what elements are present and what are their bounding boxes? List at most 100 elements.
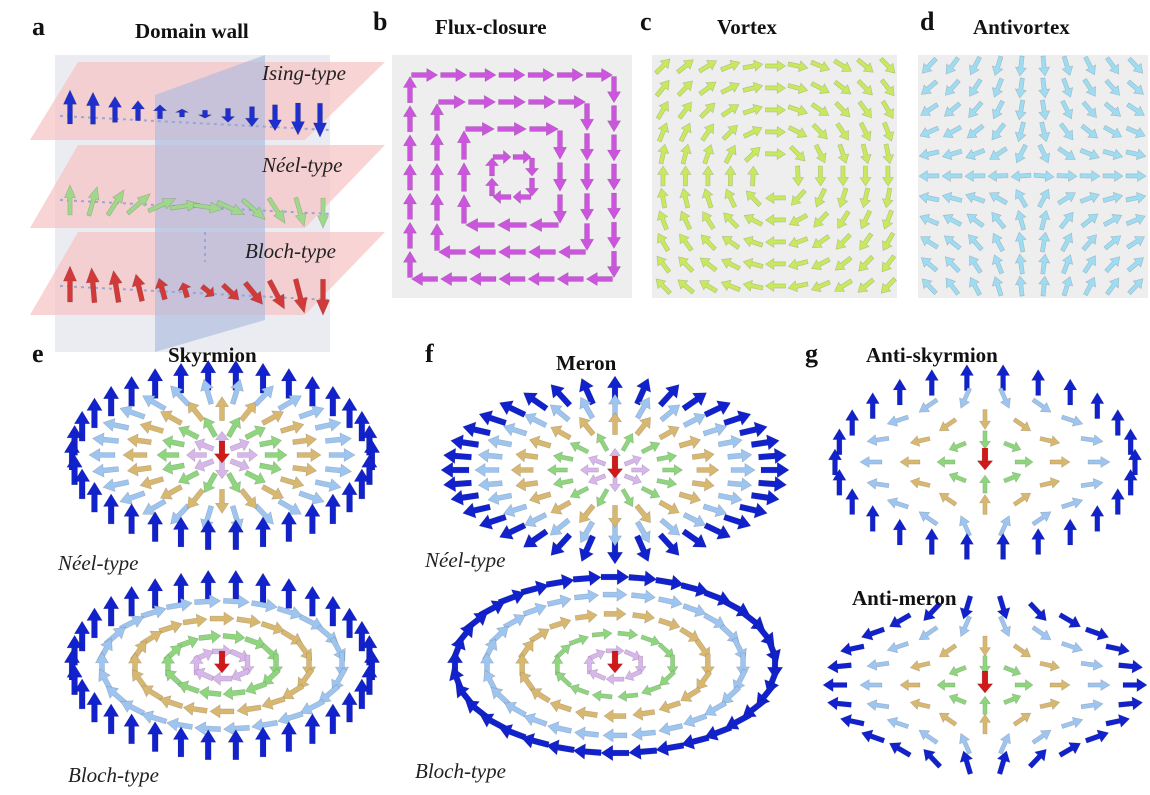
antivortex-spin-arrow [1104,56,1120,75]
antivortex-spin-arrow [944,78,961,96]
anti-meron-arrow [1084,626,1110,641]
vortex-spin-arrow [764,257,786,271]
antivortex-spin-arrow [1125,213,1146,227]
anti-meron-arrow [839,713,865,728]
vortex-spin-arrow [699,257,718,273]
skyrmion-bloch-arrow [158,620,183,634]
vortex-spin-arrow [743,146,761,163]
flux-closure-arrow [557,244,586,260]
antivortex-spin-arrow [918,148,940,161]
skyrmion-bloch-arrow [280,577,298,609]
meron-neel-arrow [588,473,607,486]
anti-meron-arrow [1039,659,1061,672]
anti-skyrmion-arrow [918,397,939,413]
skyrmion-bloch-arrow [199,569,217,601]
meron-neel-arrow [620,487,634,508]
vortex-spin-arrow [701,187,714,209]
panel-label-b: b [373,7,387,36]
meron-bloch-arrow [490,687,511,707]
anti-meron-arrow [978,713,992,735]
meron-neel-arrow [442,447,472,465]
meron-neel-arrow [760,461,790,479]
anti-skyrmion-arrow [1090,504,1105,532]
meron-bloch-arrow [680,686,702,702]
meron-neel-arrow [462,502,492,519]
meron-neel-arrow [579,416,596,437]
skyrmion-neel-arrow [178,425,200,441]
flux-closure-arrow [606,163,622,191]
skyrmion-neel-arrow [194,438,215,452]
anti-skyrmion-arrow [1090,392,1105,419]
antivortex-spin-arrow [1082,255,1096,274]
vortex-spin-arrow [702,211,716,231]
anti-meron-arrow [886,716,910,729]
vortex-spin-arrow [765,103,787,117]
vortex-spin-arrow [859,187,872,209]
bloch-wall-spin-arrow [220,282,240,301]
meron-bloch-arrow [602,587,628,602]
anti-meron-arrow [996,595,1011,620]
meron-neel-arrow [658,499,680,515]
skyrmion-neel-arrow [126,462,152,477]
vortex-spin-arrow [834,255,853,271]
flux-closure-arrow [467,244,496,260]
meron-bloch-arrow [591,627,613,640]
meron-neel-arrow [487,434,513,449]
skyrmion-neel-arrow [214,489,230,514]
meron-bloch-arrow [569,683,590,696]
skyrmion-neel-arrow [298,490,325,505]
skyrmion-bloch-arrow [146,721,164,752]
skyrmion-neel-arrow [214,458,230,480]
meron-neel-arrow [681,392,707,412]
vortex-spin-arrow [655,278,672,296]
vortex-spin-arrow [835,122,849,141]
meron-bloch-arrow [628,570,658,587]
panel-label-e: e [32,339,44,368]
skyrmion-bloch-arrow [361,664,378,696]
vortex-spin-arrow [788,236,809,249]
skyrmion-bloch-arrow [73,678,91,710]
ising-type-label: Ising-type [261,61,346,85]
skyrmion-neel-arrow [194,458,215,472]
anti-meron-arrow [1058,612,1082,628]
flux-closure-arrow [606,76,622,104]
meron-neel-arrow [515,448,539,463]
flux-closure-arrow [606,251,622,279]
meron-bloch-arrow [555,671,573,688]
anti-meron-arrow [1049,678,1071,692]
anti-meron-arrow [923,601,943,622]
anti-meron-arrow [918,729,939,745]
skyrmion-bloch-arrow [102,595,120,627]
skyrmion-neel-arrow [229,378,244,405]
panel-label-d: d [920,7,935,36]
meron-bloch-arrow [659,669,677,686]
meron-neel-arrow [579,463,599,477]
meron-neel-arrow [657,384,680,408]
antivortex-spin-arrow [1061,275,1074,297]
meron-neel-arrow [528,435,552,450]
flux-closure-arrow [497,121,528,137]
meron-neel-arrow [658,425,680,441]
antivortex-spin-arrow [918,191,940,204]
meron-bloch-arrow [700,653,715,677]
meron-bloch-arrow [605,673,625,686]
meron-bloch-arrow [549,699,573,713]
antivortex-spin-arrow [1058,122,1074,141]
neel-wall-spin-arrow [293,196,307,228]
flux-closure-arrow [464,217,495,233]
vortex-spin-arrow [745,190,762,208]
meron-bloch-arrow [572,569,602,587]
meron-bloch-arrow [657,642,675,659]
bloch-wall-spin-arrow [199,283,215,298]
vortex-spin-arrow [811,122,828,140]
skyrmion-bloch-arrow [251,718,279,733]
meron-neel-arrow [682,511,706,528]
antivortex-spin-arrow [1102,124,1123,138]
skyrmion-bloch-arrow [229,648,250,663]
meron-neel-arrow [502,422,528,437]
meron-neel-arrow [499,522,527,540]
meron-neel-arrow [738,502,768,519]
meron-neel-arrow [462,421,492,438]
anti-skyrmion-arrow [1060,497,1084,510]
skyrmion-neel-arrow [86,481,103,513]
